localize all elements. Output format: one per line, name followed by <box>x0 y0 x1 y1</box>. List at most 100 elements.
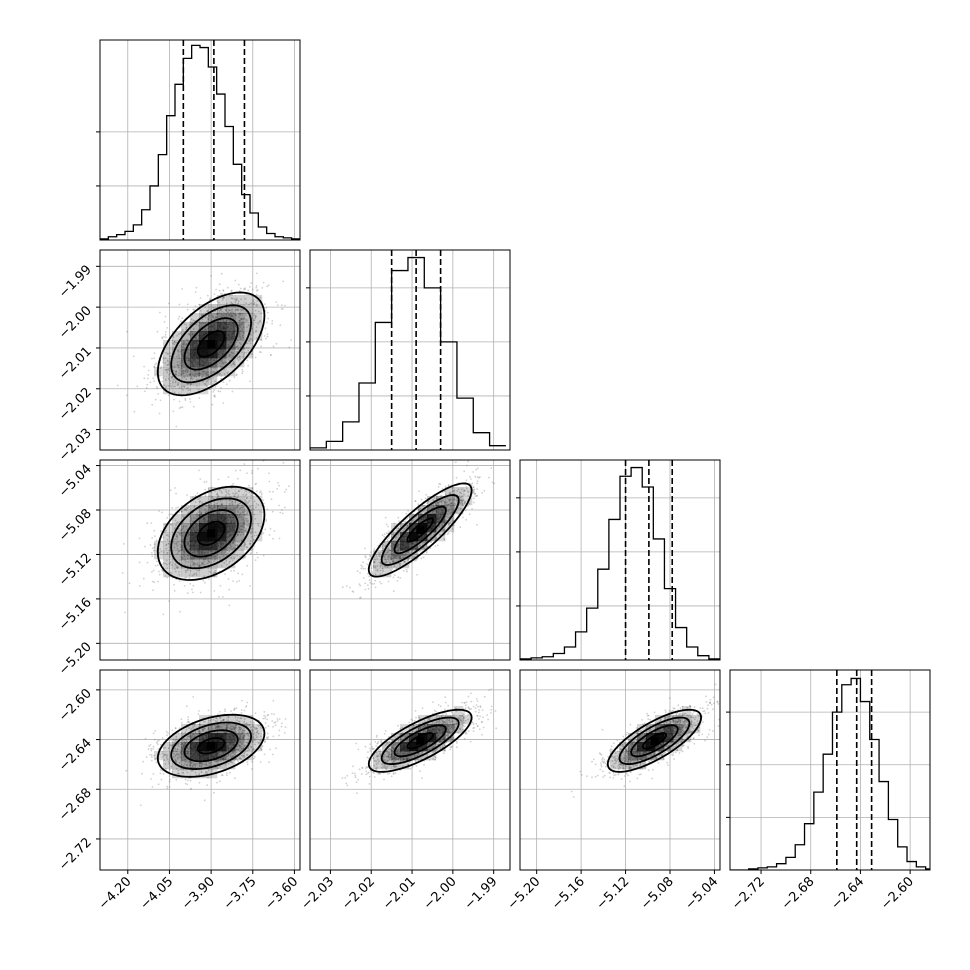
x-tick-label: −2.60 <box>878 874 917 913</box>
hist-panel-1 <box>306 249 511 451</box>
panel-frame <box>99 459 301 661</box>
density-panel-2-3 <box>519 669 721 871</box>
contour-lines <box>156 713 266 778</box>
x-tick-label: −2.68 <box>779 874 818 913</box>
contour-lines <box>606 708 703 773</box>
contour-3 <box>156 485 266 581</box>
hist-panel-2 <box>516 459 721 661</box>
panel-frame <box>99 249 301 451</box>
contour-3 <box>156 291 266 397</box>
density-panel-1-3 <box>309 669 511 871</box>
panel-content <box>121 460 290 616</box>
density-peak <box>650 736 659 745</box>
contour-1 <box>183 509 239 558</box>
y-tick-label: −5.12 <box>56 551 95 590</box>
x-tick-label: −2.01 <box>380 874 419 913</box>
panel-content <box>341 460 496 600</box>
panel-content <box>341 688 498 795</box>
x-tick-label: −2.02 <box>339 874 378 913</box>
x-tick-label: −5.12 <box>594 874 633 913</box>
contour-1 <box>183 317 239 371</box>
hist-frame <box>309 249 511 451</box>
panel-content <box>125 696 287 807</box>
contour-lines <box>367 482 473 578</box>
density-panel-0-1 <box>99 249 301 451</box>
contour-3 <box>367 708 473 773</box>
contour-1 <box>393 724 447 758</box>
y-tick-label: −2.64 <box>56 736 95 775</box>
contour-0 <box>406 732 434 750</box>
contour-0 <box>196 330 226 358</box>
contour-2 <box>170 497 253 570</box>
panel-content <box>116 272 292 428</box>
y-tick-label: −2.01 <box>56 344 95 383</box>
x-tick-label: −3.75 <box>221 874 260 913</box>
panel-frame <box>309 669 511 871</box>
contour-2 <box>380 716 460 765</box>
y-tick-label: −2.02 <box>56 385 95 424</box>
contour-3 <box>367 482 473 578</box>
contour-lines <box>156 485 266 581</box>
y-tick-label: −5.08 <box>56 506 95 545</box>
y-tick-label: −5.16 <box>56 595 95 634</box>
x-tick-label: −2.00 <box>421 874 460 913</box>
contour-0 <box>196 737 226 755</box>
histogram-steps <box>730 677 930 870</box>
contour-0 <box>196 520 226 546</box>
histogram-steps <box>310 256 506 450</box>
panel-frame <box>519 669 721 871</box>
contour-3 <box>606 708 703 773</box>
hist-frame <box>519 459 721 661</box>
y-tick-label: −2.60 <box>56 686 95 725</box>
contour-1 <box>393 505 447 555</box>
y-tick-label: −5.20 <box>56 640 95 679</box>
hist-frame <box>99 39 301 241</box>
contour-3 <box>156 713 266 778</box>
density-peak <box>207 741 216 750</box>
x-tick-label: −2.72 <box>729 874 768 913</box>
y-tick-label: −2.68 <box>56 785 95 824</box>
panel-frame <box>309 459 511 661</box>
hist-panel-0 <box>96 39 301 241</box>
y-tick-label: −1.99 <box>56 263 95 302</box>
x-tick-label: −2.03 <box>298 874 337 913</box>
y-tick-label: −2.72 <box>56 835 95 874</box>
contour-1 <box>183 729 239 763</box>
x-tick-label: −1.99 <box>462 874 501 913</box>
density-peak <box>416 736 425 745</box>
contour-1 <box>630 724 679 758</box>
density-peak <box>416 526 425 534</box>
contour-2 <box>618 716 691 765</box>
density-peak <box>207 529 216 538</box>
x-tick-label: −2.64 <box>828 874 867 913</box>
x-tick-label: −4.20 <box>96 874 135 913</box>
histogram-steps <box>100 44 300 240</box>
contour-0 <box>641 732 668 750</box>
density-panel-1-2 <box>309 459 511 661</box>
hist-panel-3 <box>726 669 931 871</box>
contour-lines <box>156 291 266 397</box>
histogram-steps <box>520 466 720 660</box>
x-tick-label: −4.05 <box>137 874 176 913</box>
y-tick-label: −5.04 <box>56 462 95 501</box>
density-panel-0-3 <box>99 669 301 871</box>
x-tick-label: −5.20 <box>505 874 544 913</box>
contour-0 <box>406 517 434 543</box>
contour-2 <box>170 721 253 770</box>
density-panel-0-2 <box>99 459 301 661</box>
panel-frame <box>99 669 301 871</box>
y-tick-label: −2.03 <box>56 426 95 465</box>
density-peak <box>207 339 216 348</box>
contour-lines <box>367 708 473 773</box>
contour-2 <box>380 494 460 566</box>
hist-frame <box>729 669 931 871</box>
y-tick-label: −2.00 <box>56 303 95 342</box>
x-tick-label: −5.08 <box>638 874 677 913</box>
x-tick-label: −5.16 <box>549 874 588 913</box>
x-tick-label: −3.60 <box>262 874 301 913</box>
x-tick-label: −5.04 <box>682 874 721 913</box>
contour-2 <box>170 304 253 384</box>
x-tick-label: −3.90 <box>179 874 218 913</box>
panel-content <box>570 678 720 798</box>
